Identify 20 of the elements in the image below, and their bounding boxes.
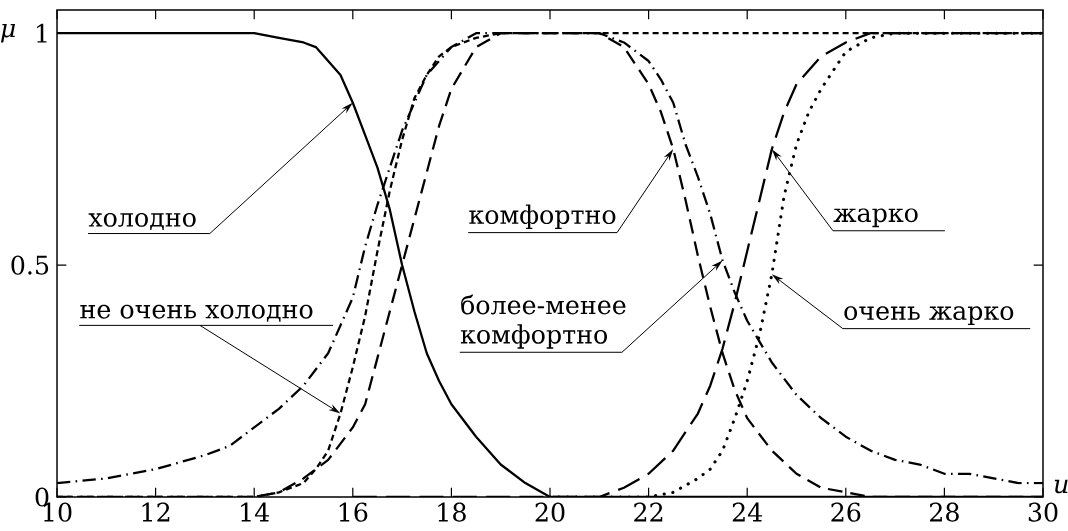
x-axis-title: u (1054, 479, 1068, 494)
x-tick-label: 18 (438, 502, 466, 522)
y-tick-label: 1 (37, 23, 47, 43)
y-tick-label: 0.5 (11, 255, 49, 275)
x-tick-label: 30 (1028, 502, 1058, 522)
annotation: жарко (833, 208, 918, 228)
annotation: комфортно (469, 204, 616, 230)
x-tick-label: 20 (535, 502, 565, 522)
x-tick-label: 24 (732, 502, 763, 522)
x-tick-label: 26 (831, 502, 861, 522)
annotation: холодно (88, 212, 196, 230)
x-tick-label: 16 (339, 502, 368, 522)
annotation: не очень холодно (80, 304, 313, 322)
x-tick-label: 12 (142, 502, 170, 522)
annotation: очень жарко (844, 306, 1014, 326)
x-tick-label: 28 (930, 502, 959, 522)
annotation: более-менее комфортно (460, 294, 626, 349)
x-tick-label: 14 (241, 502, 270, 522)
y-axis-title: μ (0, 23, 16, 43)
x-tick-label: 22 (634, 502, 663, 522)
